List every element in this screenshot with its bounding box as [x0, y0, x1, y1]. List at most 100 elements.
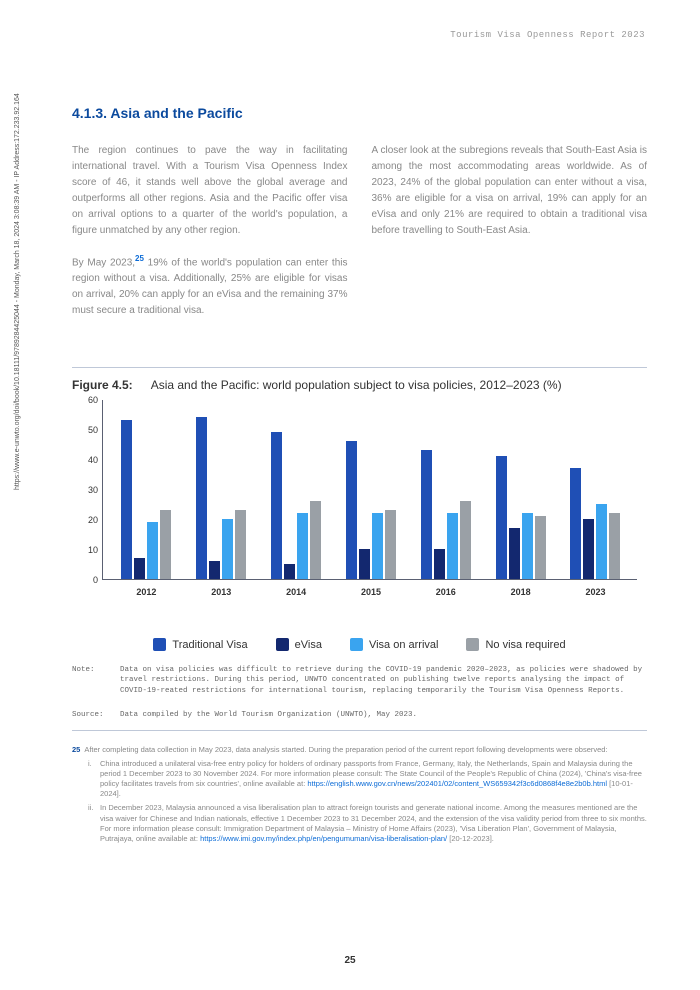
- bar: [235, 510, 246, 579]
- bar: [160, 510, 171, 579]
- body-columns: The region continues to pave the way in …: [72, 143, 647, 333]
- bar: [372, 513, 383, 579]
- left-column: The region continues to pave the way in …: [72, 143, 348, 333]
- para-1: The region continues to pave the way in …: [72, 143, 348, 239]
- bar: [196, 417, 207, 579]
- legend-label: No visa required: [485, 639, 565, 651]
- legend-label: Traditional Visa: [172, 639, 247, 651]
- x-axis-label: 2014: [286, 587, 306, 597]
- x-axis-label: 2023: [585, 587, 605, 597]
- legend-item: eVisa: [276, 638, 322, 651]
- para-2: By May 2023,25 19% of the world's popula…: [72, 253, 348, 319]
- bar-group: 2014: [267, 432, 325, 579]
- bar-groups: 2012 2013 2014 2015 2016 2018 2023: [109, 400, 633, 579]
- para-2a: By May 2023,: [72, 257, 135, 268]
- bar: [222, 519, 233, 579]
- bar: [596, 504, 607, 579]
- bar: [522, 513, 533, 579]
- x-axis-label: 2012: [136, 587, 156, 597]
- legend-swatch: [350, 638, 363, 651]
- footnote-sub-item: ii.In December 2023, Malaysia announced …: [88, 803, 647, 844]
- footnote-roman: ii.: [88, 803, 100, 844]
- bar: [535, 516, 546, 579]
- bar-group: 2012: [117, 420, 175, 579]
- main-content: 4.1.3. Asia and the Pacific The region c…: [72, 105, 647, 844]
- page-number: 25: [344, 955, 355, 966]
- x-axis-label: 2013: [211, 587, 231, 597]
- bar: [310, 501, 321, 579]
- bar: [583, 519, 594, 579]
- x-axis-label: 2018: [511, 587, 531, 597]
- bar: [421, 450, 432, 579]
- figure-note: Note: Data on visa policies was difficul…: [72, 665, 647, 695]
- legend-swatch: [276, 638, 289, 651]
- footnote-sub-item: i.China introduced a unilateral visa-fre…: [88, 759, 647, 800]
- para-3: A closer look at the subregions reveals …: [372, 143, 648, 239]
- y-tick: 20: [88, 515, 98, 525]
- note-label: Note:: [72, 665, 120, 695]
- y-tick: 60: [88, 395, 98, 405]
- plot-area: 2012 2013 2014 2015 2016 2018 2023: [102, 400, 637, 580]
- footnote-link[interactable]: https://english.www.gov.cn/news/202401/0…: [307, 779, 607, 788]
- footnote-suffix: [20-12-2023].: [447, 834, 494, 843]
- bar: [346, 441, 357, 579]
- legend-label: eVisa: [295, 639, 322, 651]
- footnote-link[interactable]: https://www.imi.gov.my/index.php/en/peng…: [200, 834, 447, 843]
- bar: [385, 510, 396, 579]
- bar: [434, 549, 445, 579]
- y-tick: 10: [88, 545, 98, 555]
- bar: [447, 513, 458, 579]
- bar-group: 2016: [417, 450, 475, 579]
- y-tick: 0: [93, 575, 98, 585]
- x-axis-label: 2016: [436, 587, 456, 597]
- footnote-number: 25: [72, 745, 80, 754]
- figure-source: Source: Data compiled by the World Touri…: [72, 710, 647, 720]
- footnote-text: In December 2023, Malaysia announced a v…: [100, 803, 647, 844]
- footnote-text: China introduced a unilateral visa-free …: [100, 759, 647, 800]
- source-text: Data compiled by the World Tourism Organ…: [120, 710, 647, 720]
- figure-top-rule: [72, 367, 647, 368]
- legend-item: Visa on arrival: [350, 638, 439, 651]
- note-text: Data on visa policies was difficult to r…: [120, 665, 647, 695]
- bar: [271, 432, 282, 579]
- footnote-ref-25: 25: [135, 254, 144, 263]
- source-label: Source:: [72, 710, 120, 720]
- bar: [297, 513, 308, 579]
- footnote-roman: i.: [88, 759, 100, 800]
- section-heading: 4.1.3. Asia and the Pacific: [72, 105, 647, 121]
- footnote-lead: After completing data collection in May …: [84, 745, 607, 754]
- bar-chart: 0102030405060 20122013201420152016201820…: [102, 400, 637, 610]
- bar: [570, 468, 581, 579]
- side-citation: https://www.e-unwto.org/doi/book/10.1811…: [14, 93, 21, 490]
- bar: [509, 528, 520, 579]
- bar: [359, 549, 370, 579]
- bar: [147, 522, 158, 579]
- x-axis-label: 2015: [361, 587, 381, 597]
- legend-item: Traditional Visa: [153, 638, 247, 651]
- report-title: Tourism Visa Openness Report 2023: [450, 30, 645, 40]
- bar: [460, 501, 471, 579]
- footnote-rule: [72, 730, 647, 731]
- bar: [496, 456, 507, 579]
- bar-group: 2015: [342, 441, 400, 579]
- legend-label: Visa on arrival: [369, 639, 439, 651]
- bar: [209, 561, 220, 579]
- right-column: A closer look at the subregions reveals …: [372, 143, 648, 333]
- y-tick: 50: [88, 425, 98, 435]
- bar: [284, 564, 295, 579]
- bar: [134, 558, 145, 579]
- figure-label: Figure 4.5:: [72, 378, 133, 392]
- bar-group: 2013: [192, 417, 250, 579]
- bar: [609, 513, 620, 579]
- bar: [121, 420, 132, 579]
- legend-swatch: [153, 638, 166, 651]
- legend-swatch: [466, 638, 479, 651]
- y-tick: 30: [88, 485, 98, 495]
- y-tick: 40: [88, 455, 98, 465]
- bar-group: 2018: [492, 456, 550, 579]
- bar-group: 2023: [566, 468, 624, 579]
- legend-item: No visa required: [466, 638, 565, 651]
- chart-legend: Traditional Visa eVisa Visa on arrival No v…: [72, 638, 647, 651]
- footnote-25: 25 After completing data collection in Ma…: [72, 745, 647, 844]
- figure-caption: Figure 4.5:Asia and the Pacific: world p…: [72, 378, 647, 392]
